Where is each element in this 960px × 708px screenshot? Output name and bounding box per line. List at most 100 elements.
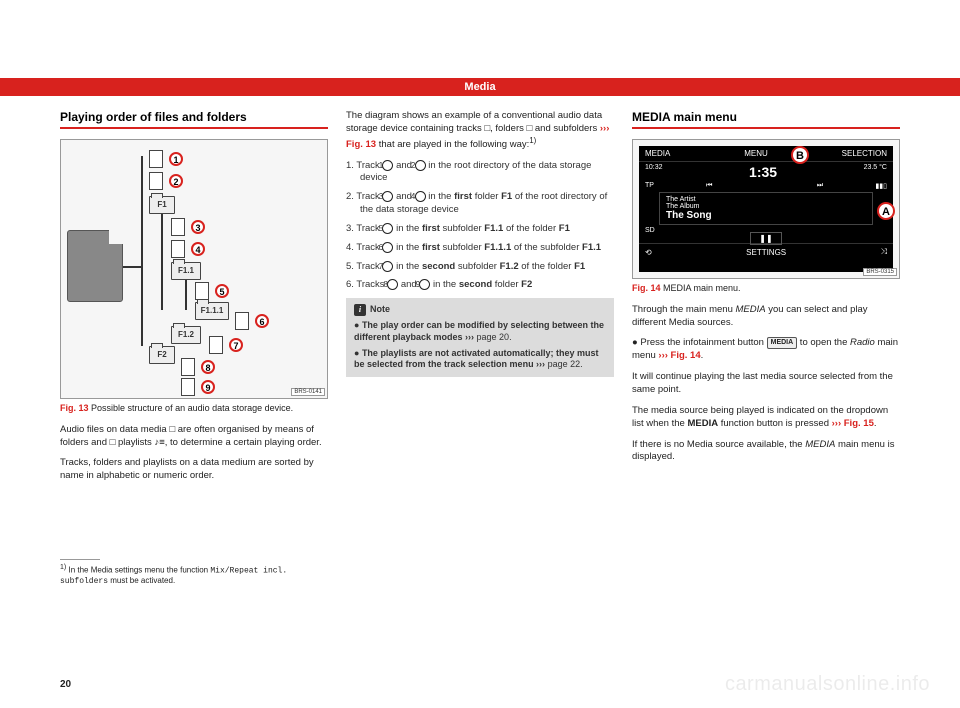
footnote-text: In the Media settings menu the function: [68, 566, 210, 575]
text: that are played in the following way:: [376, 139, 529, 150]
song-info-box: The Artist The Album The Song: [659, 192, 873, 225]
paragraph: It will continue playing the last media …: [632, 371, 900, 397]
circle-8: 8: [201, 360, 215, 374]
note-bullet: ● The play order can be modified by sele…: [354, 320, 606, 343]
fig-link: ››› Fig. 14: [658, 350, 700, 361]
folder-f11: F1.1: [171, 262, 201, 280]
note-title-text: Note: [370, 304, 390, 316]
circle-1: 1: [169, 152, 183, 166]
paragraph: If there is no Media source available, t…: [632, 439, 900, 465]
spacer: [60, 491, 328, 551]
footnote: 1) In the Media settings menu the functi…: [60, 564, 328, 587]
temperature: 23.5 °C: [864, 164, 887, 180]
track-icon: [171, 218, 185, 236]
screen-row2: TP ⏮ ⏭ ▮▮▯: [639, 182, 893, 190]
figure-code: BRS-0141: [291, 388, 325, 396]
note-title: i Note: [354, 304, 606, 316]
diagram-line: [185, 280, 187, 310]
figure-13-label: Fig. 13: [60, 403, 89, 413]
paragraph: The media source being played is indicat…: [632, 405, 900, 431]
paragraph: Audio files on data media □ are often or…: [60, 424, 328, 450]
text-italic: Radio: [850, 338, 875, 349]
screen-status-row: 10:32 1:35 23.5 °C: [639, 162, 893, 182]
screen-tab-selection: SELECTION: [842, 149, 887, 158]
sup: 1): [529, 136, 536, 145]
next-icon: ⏭: [817, 182, 823, 190]
folder-f111: F1.1.1: [195, 302, 229, 320]
note-bullet: ● The playlists are not activated automa…: [354, 348, 606, 371]
figure-13-caption: Fig. 13 Possible structure of an audio d…: [60, 403, 328, 414]
circle-9: 9: [201, 380, 215, 394]
circle-5: 5: [215, 284, 229, 298]
prev-icon: ⏮: [706, 182, 712, 190]
album: The Album: [666, 203, 866, 210]
watermark: carmanualsonline.info: [725, 673, 930, 696]
text: The diagram shows an example of a conven…: [346, 110, 602, 134]
column-1: Playing order of files and folders 1 2 F…: [60, 110, 328, 587]
column-2: The diagram shows an example of a conven…: [346, 110, 614, 587]
diagram-line: [123, 266, 141, 268]
screen-top-row: MEDIA MENU SELECTION: [639, 146, 893, 162]
figure-14: MEDIA MENU SELECTION 10:32 1:35 23.5 °C …: [632, 139, 900, 279]
paragraph: The diagram shows an example of a conven…: [346, 110, 614, 152]
song: The Song: [666, 210, 866, 221]
note-box: i Note ● The play order can be modified …: [346, 298, 614, 377]
text: Press the infotainment button: [640, 338, 766, 349]
pause-icon: ❚❚: [750, 232, 781, 245]
media-button-icon: MEDIA: [767, 337, 798, 348]
list-item: 1. Track 1 and 2 in the root directory o…: [346, 160, 614, 186]
track-icon: [181, 358, 195, 376]
paragraph: ● Press the infotainment button MEDIA to…: [632, 337, 900, 363]
page-number: 20: [60, 679, 71, 690]
text: .: [874, 418, 877, 429]
fig-link: ››› Fig. 15: [832, 418, 874, 429]
figure-14-text: MEDIA main menu.: [663, 283, 741, 293]
track-icon: [149, 172, 163, 190]
figure-13: 1 2 F1 3 4 F1.1 5 F1.1.1 6 F1: [60, 139, 328, 399]
circle-b: B: [791, 146, 809, 164]
folder-f1: F1: [149, 196, 175, 214]
circle-3: 3: [191, 220, 205, 234]
infotainment-screen: MEDIA MENU SELECTION 10:32 1:35 23.5 °C …: [639, 146, 893, 272]
screen-tab-menu: MENU: [744, 149, 768, 158]
text: Through the main menu: [632, 304, 736, 315]
circle-2: 2: [169, 174, 183, 188]
note-page: page 22.: [545, 359, 583, 369]
header-title: Media: [464, 81, 495, 93]
circle-a: A: [877, 202, 895, 220]
footnote-rule: [60, 559, 100, 560]
section-title-playing-order: Playing order of files and folders: [60, 110, 328, 129]
shuffle-icon: ⤨: [881, 247, 887, 257]
circle-6: 6: [255, 314, 269, 328]
text: function button is pressed: [718, 418, 832, 429]
artist: The Artist: [666, 196, 866, 203]
ordered-list: 1. Track 1 and 2 in the root directory o…: [346, 160, 614, 293]
track-icon: [195, 282, 209, 300]
list-item: 4. Track 6 in the first subfolder F1.1.1…: [346, 242, 614, 255]
figure-14-caption: Fig. 14 MEDIA main menu.: [632, 283, 900, 294]
pause-row: ❚❚: [639, 234, 893, 243]
footnote-marker: 1): [60, 564, 66, 571]
tp-indicator: TP: [645, 182, 654, 190]
track-icon: [235, 312, 249, 330]
text: to open the: [797, 338, 850, 349]
section-title-media-main: MEDIA main menu: [632, 110, 900, 129]
folder-f2: F2: [149, 346, 175, 364]
signal-icon: ▮▮▯: [875, 182, 887, 190]
note-page: page 20.: [474, 332, 512, 342]
folder-f12: F1.2: [171, 326, 201, 344]
columns: Playing order of files and folders 1 2 F…: [60, 110, 900, 587]
track-icon: [209, 336, 223, 354]
figure-13-text: Possible structure of an audio data stor…: [91, 403, 293, 413]
sd-card-icon: [67, 230, 123, 302]
figure-code: BRS-0315: [863, 268, 897, 276]
track-icon: [171, 240, 185, 258]
text: .: [701, 350, 704, 361]
paragraph: Tracks, folders and playlists on a data …: [60, 457, 328, 483]
paragraph: Through the main menu MEDIA you can sele…: [632, 304, 900, 330]
list-item: 2. Track 3 and 4 in the first folder F1 …: [346, 191, 614, 217]
screen-tab-media: MEDIA: [645, 149, 670, 158]
clock: 10:32: [645, 164, 663, 180]
circle-7: 7: [229, 338, 243, 352]
list-item: 6. Tracks 8 and 9 in the second folder F…: [346, 279, 614, 292]
